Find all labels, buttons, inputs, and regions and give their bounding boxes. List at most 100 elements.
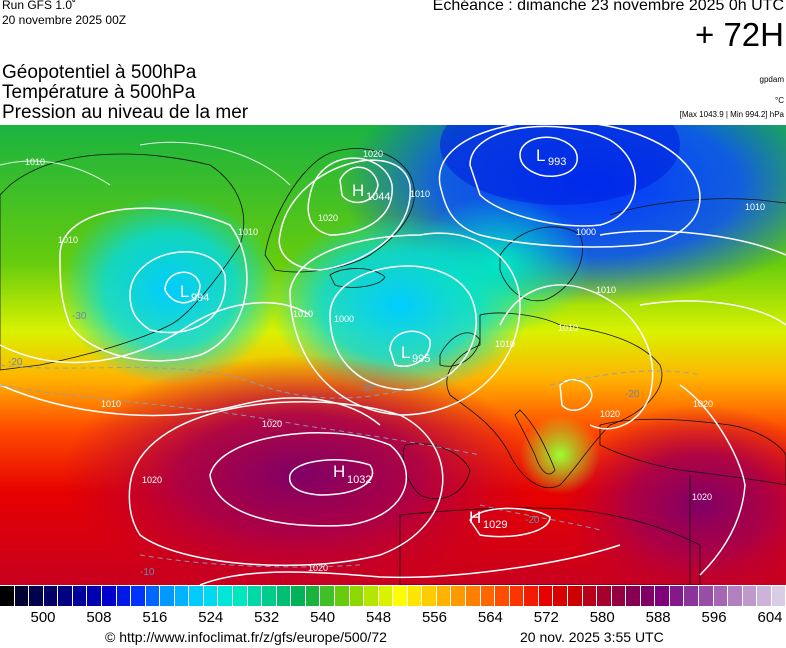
temperature-label: -20 [8,357,23,368]
pressure-center-l993: L 993 [536,146,566,168]
isobar-label: 1010 [745,202,765,212]
color-scale-segment [291,586,306,606]
color-scale-segment [728,586,743,606]
color-scale-tick-label: 556 [421,609,447,626]
isobar-label: 1020 [363,149,383,159]
color-scale-segment [567,586,583,606]
pressure-range: [Max 1043.9 | Min 994.2] hPa [679,110,784,119]
color-scale-segment [58,586,73,606]
color-scale-segment [524,586,539,606]
color-scale-segment [626,586,641,606]
run-name: Run GFS 1.0˚ [2,0,77,12]
color-scale-segment [174,586,190,606]
color-scale-tick-label: 604 [757,609,783,626]
color-scale-tick-label: 524 [198,609,224,626]
color-scale-ticks: 500 508 516 524 532 540 548 556 564 572 580 588 596 6… [0,609,786,629]
isobar-label: 1010 [238,227,258,237]
isobar-label: 1020 [318,213,338,223]
color-scale-segment [684,586,699,606]
pressure-center-letter: L [401,343,410,362]
pressure-center-letter: L [180,282,189,301]
color-scale-segment [72,586,88,606]
color-scale-segment [495,586,510,606]
color-scale-segment [218,586,233,606]
color-scale-segment [669,586,685,606]
temperature-label: -30 [72,311,87,322]
color-scale-segment [509,586,525,606]
color-scale-segment [189,586,204,606]
temperature-label: -20 [360,383,375,394]
temperature-lines [0,364,701,568]
pressure-center-value: 1032 [347,474,371,486]
pressure-center-letter: L [536,146,545,165]
pressure-center-l995: L 995 [401,343,430,365]
color-scale-segment [436,586,452,606]
color-scale-tick-label: 572 [533,609,559,626]
isobar-label: 1020 [693,399,713,409]
color-scale-segment [364,586,379,606]
color-scale-segment [538,586,554,606]
weather-map: 1020 1020 1010 1010 1010 1000 1010 1000 … [0,125,786,585]
pressure-center-value: 994 [191,292,209,304]
pressure-center-letter: H [352,181,364,200]
temperature-label: -20 [525,515,540,526]
title-geopotential: Géopotentiel à 500hPa [2,62,197,83]
color-scale-segment [145,586,161,606]
color-scale-segment [699,586,714,606]
color-scale-segment [611,586,627,606]
source-url: © http://www.infoclimat.fr/z/gfs/europe/… [105,629,387,645]
isobar-label: 1010 [495,339,515,349]
color-scale-segment [655,586,670,606]
isobar-label: 1010 [58,235,78,245]
color-scale-segment [742,586,758,606]
color-scale-segment [160,586,175,606]
color-scale-segment [43,586,59,606]
color-scale-tick-label: 580 [589,609,615,626]
color-scale-tick-label: 516 [142,609,168,626]
color-scale-segment [771,586,786,606]
color-scale-segment [116,586,132,606]
coastlines [0,148,786,585]
pressure-center-value: 993 [548,156,566,168]
color-scale-segment [0,586,15,606]
color-scale-segment [393,586,408,606]
color-scale-segment [320,586,335,606]
isobar-label: 1000 [334,314,354,324]
isobar-label: 1010 [410,189,430,199]
color-scale-segment [29,586,44,606]
color-scale-tick-label: 548 [366,609,392,626]
color-scale-tick-label: 532 [254,609,280,626]
color-scale-segment [276,586,292,606]
color-scale-segment [422,586,437,606]
color-scale-segment [713,586,729,606]
isobars [0,125,786,585]
color-scale-tick-label: 588 [645,609,671,626]
color-scale-segment [233,586,248,606]
generation-date: 20 nov. 2025 3:55 UTC [520,629,664,645]
color-scale-segment [466,586,481,606]
pressure-center-value: 1029 [483,519,507,531]
isobar-label: 1010 [596,285,616,295]
isobar-labels: 1020 1020 1010 1010 1010 1000 1010 1000 … [25,149,765,573]
color-scale-segment [247,586,263,606]
title-temperature: Température à 500hPa [2,82,196,103]
color-scale-segment [203,586,219,606]
color-scale-tick-label: 500 [30,609,56,626]
color-scale-segment [101,586,117,606]
isobar-label: 1020 [308,563,328,573]
pressure-center-value: 995 [412,353,430,365]
isobar-label: 1020 [692,492,712,502]
temperature-label: -10 [140,567,155,578]
isobar-label: 1020 [600,409,620,419]
pressure-center-h1032: H 1032 [333,462,371,486]
color-scale-segment [757,586,772,606]
color-scale-segment [553,586,568,606]
color-scale-tick-label: 540 [310,609,336,626]
color-scale-segment [451,586,466,606]
isobar-label: 1020 [262,419,282,429]
forecast-range: + 72H [695,16,784,53]
color-scale-segment [640,586,656,606]
unit-temperature: °C [775,96,784,105]
color-scale-segment [262,586,277,606]
pressure-center-letter: H [333,462,345,481]
